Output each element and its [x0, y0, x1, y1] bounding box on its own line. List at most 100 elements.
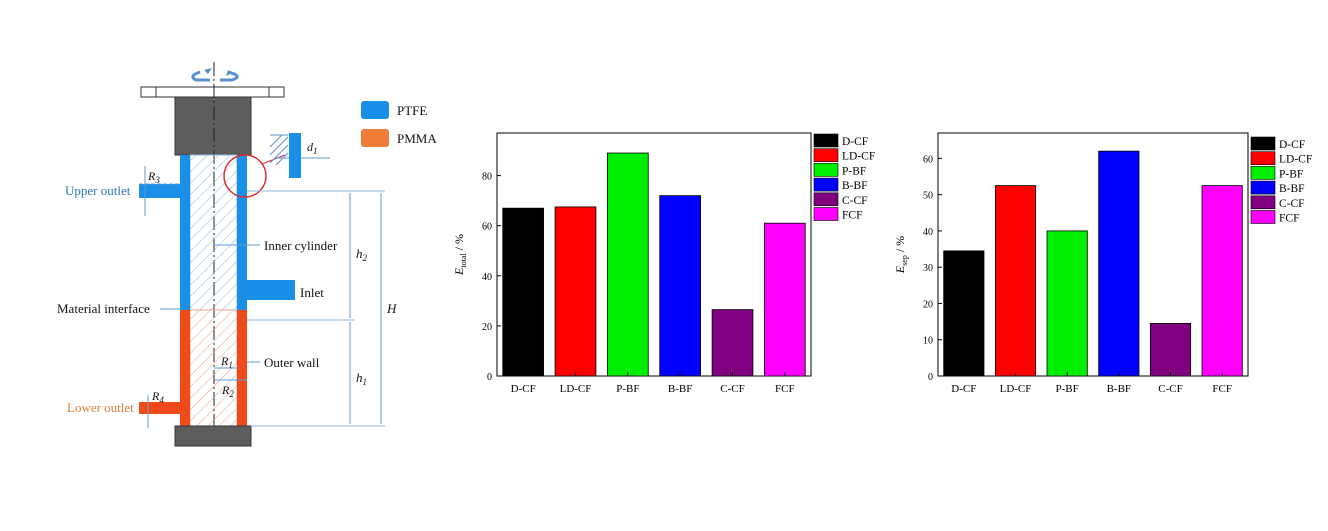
ptfe-wall-right	[237, 155, 247, 310]
y-tick-label: 40	[923, 227, 933, 238]
x-tick-label: D-CF	[511, 383, 536, 395]
legend-swatch-pmma	[361, 129, 389, 147]
ptfe-wall-left	[180, 155, 190, 310]
legend-swatch	[1250, 136, 1276, 151]
y-tick-label: 80	[482, 172, 492, 183]
legend-label-ptfe: PTFE	[397, 103, 427, 118]
legend-swatch	[813, 177, 839, 192]
x-tick-label: C-CF	[1158, 383, 1182, 395]
label-inlet: Inlet	[300, 285, 324, 300]
y-axis-label-subscript: sep	[900, 255, 909, 266]
pmma-wall-right	[237, 310, 247, 426]
label-inner-cylinder: Inner cylinder	[264, 238, 338, 253]
chart-total-efficiency: 0 20 40 60 80 D-CF LD-CF P-BF B-BF C-CF FCF Etotal …	[452, 132, 875, 395]
y-tick-label: 10	[923, 336, 933, 347]
label-upper-outlet: Upper outlet	[65, 183, 131, 198]
label-lower-outlet: Lower outlet	[67, 400, 134, 415]
bar-c-cf	[711, 309, 754, 377]
top-flange	[140, 86, 285, 98]
x-tick-label: P-BF	[616, 383, 639, 395]
inlet-pipe	[247, 280, 295, 300]
x-tick-label: D-CF	[951, 383, 976, 395]
pmma-wall-left	[180, 310, 190, 426]
legend-label: LD-CF	[842, 151, 875, 163]
label-R1: R1	[220, 354, 233, 370]
y-axis-label: Esep / %	[893, 236, 909, 274]
bar-ld-cf	[994, 185, 1037, 377]
x-tick-label: FCF	[775, 383, 795, 395]
bar-fcf	[764, 222, 806, 377]
bar-p-bf	[607, 152, 649, 377]
material-legend: PTFE PMMA	[361, 101, 437, 147]
label-R3: R3	[147, 169, 160, 185]
y-tick-label: 60	[482, 222, 492, 233]
legend-label: FCF	[1279, 213, 1299, 225]
x-tick-label: P-BF	[1056, 383, 1079, 395]
legend-label: P-BF	[842, 165, 866, 177]
label-R4: R4	[151, 389, 164, 405]
label-d1: d1	[307, 140, 318, 156]
inner-cylinder-upper	[189, 154, 238, 311]
x-tick-label: LD-CF	[1000, 383, 1032, 395]
legend-label: D-CF	[842, 136, 868, 148]
bottom-cap	[174, 425, 252, 447]
y-tick-label: 0	[928, 372, 933, 383]
legend-label: C-CF	[1279, 198, 1305, 210]
bar-fcf	[1201, 185, 1243, 377]
legend-label: D-CF	[1279, 139, 1305, 151]
label-h2: h2	[356, 246, 368, 263]
x-tick-label: LD-CF	[560, 383, 592, 395]
y-axis-label-symbol: E	[893, 265, 907, 274]
detail-hatch	[269, 134, 289, 166]
bar-d-cf	[502, 207, 544, 377]
legend-swatch	[1250, 180, 1276, 195]
label-H: H	[386, 301, 397, 316]
legend-label: FCF	[842, 210, 862, 222]
plot-frame	[496, 132, 812, 377]
bar-c-cf	[1149, 323, 1192, 377]
legend-swatch	[813, 133, 839, 148]
legend-swatch	[1250, 166, 1276, 180]
y-axis-label: Etotal / %	[452, 234, 468, 276]
legend-label-pmma: PMMA	[397, 131, 437, 146]
y-tick-label: 40	[482, 272, 492, 283]
legend-swatch	[813, 163, 839, 177]
legend-label: B-BF	[842, 180, 868, 192]
y-tick-label: 20	[923, 299, 933, 310]
label-R2: R2	[221, 383, 234, 399]
legend-label: C-CF	[842, 195, 868, 207]
x-tick-label: B-BF	[668, 383, 692, 395]
legend-label: P-BF	[1279, 168, 1303, 180]
bar-ld-cf	[554, 206, 597, 377]
bar-p-bf	[1046, 230, 1088, 377]
y-tick-label: 30	[923, 263, 933, 274]
legend-swatch	[813, 192, 839, 207]
label-material-interface: Material interface	[57, 301, 150, 316]
y-axis-label-unit: / %	[893, 236, 907, 255]
y-tick-label: 50	[923, 191, 933, 202]
detail-highlight-circle	[223, 154, 267, 198]
x-tick-label: FCF	[1212, 383, 1232, 395]
bar-b-bf	[659, 195, 701, 377]
x-tick-label: C-CF	[720, 383, 744, 395]
chart-separation-efficiency: 0 10 20 30 40 50 60 D-CF LD-CF P-BF B-BF C-CF FCF Ese…	[893, 132, 1312, 395]
plot-frame	[937, 132, 1249, 377]
top-cap	[174, 96, 252, 156]
upper-outlet-pipe	[139, 184, 180, 198]
legend-swatch	[1250, 151, 1276, 165]
legend-swatch	[813, 207, 839, 221]
legend-label: B-BF	[1279, 183, 1305, 195]
legend-swatch	[813, 148, 839, 162]
y-axis-label-subscript: total	[459, 253, 468, 268]
y-axis-label-symbol: E	[452, 267, 466, 276]
bar-b-bf	[1098, 150, 1140, 377]
y-tick-label: 20	[482, 322, 492, 333]
y-tick-label: 0	[487, 372, 492, 383]
y-tick-label: 60	[923, 154, 933, 165]
legend-label: LD-CF	[1279, 154, 1312, 166]
lower-outlet-pipe	[139, 402, 180, 414]
legend-swatch	[1250, 195, 1276, 210]
x-tick-label: B-BF	[1107, 383, 1131, 395]
label-h1: h1	[356, 370, 367, 387]
